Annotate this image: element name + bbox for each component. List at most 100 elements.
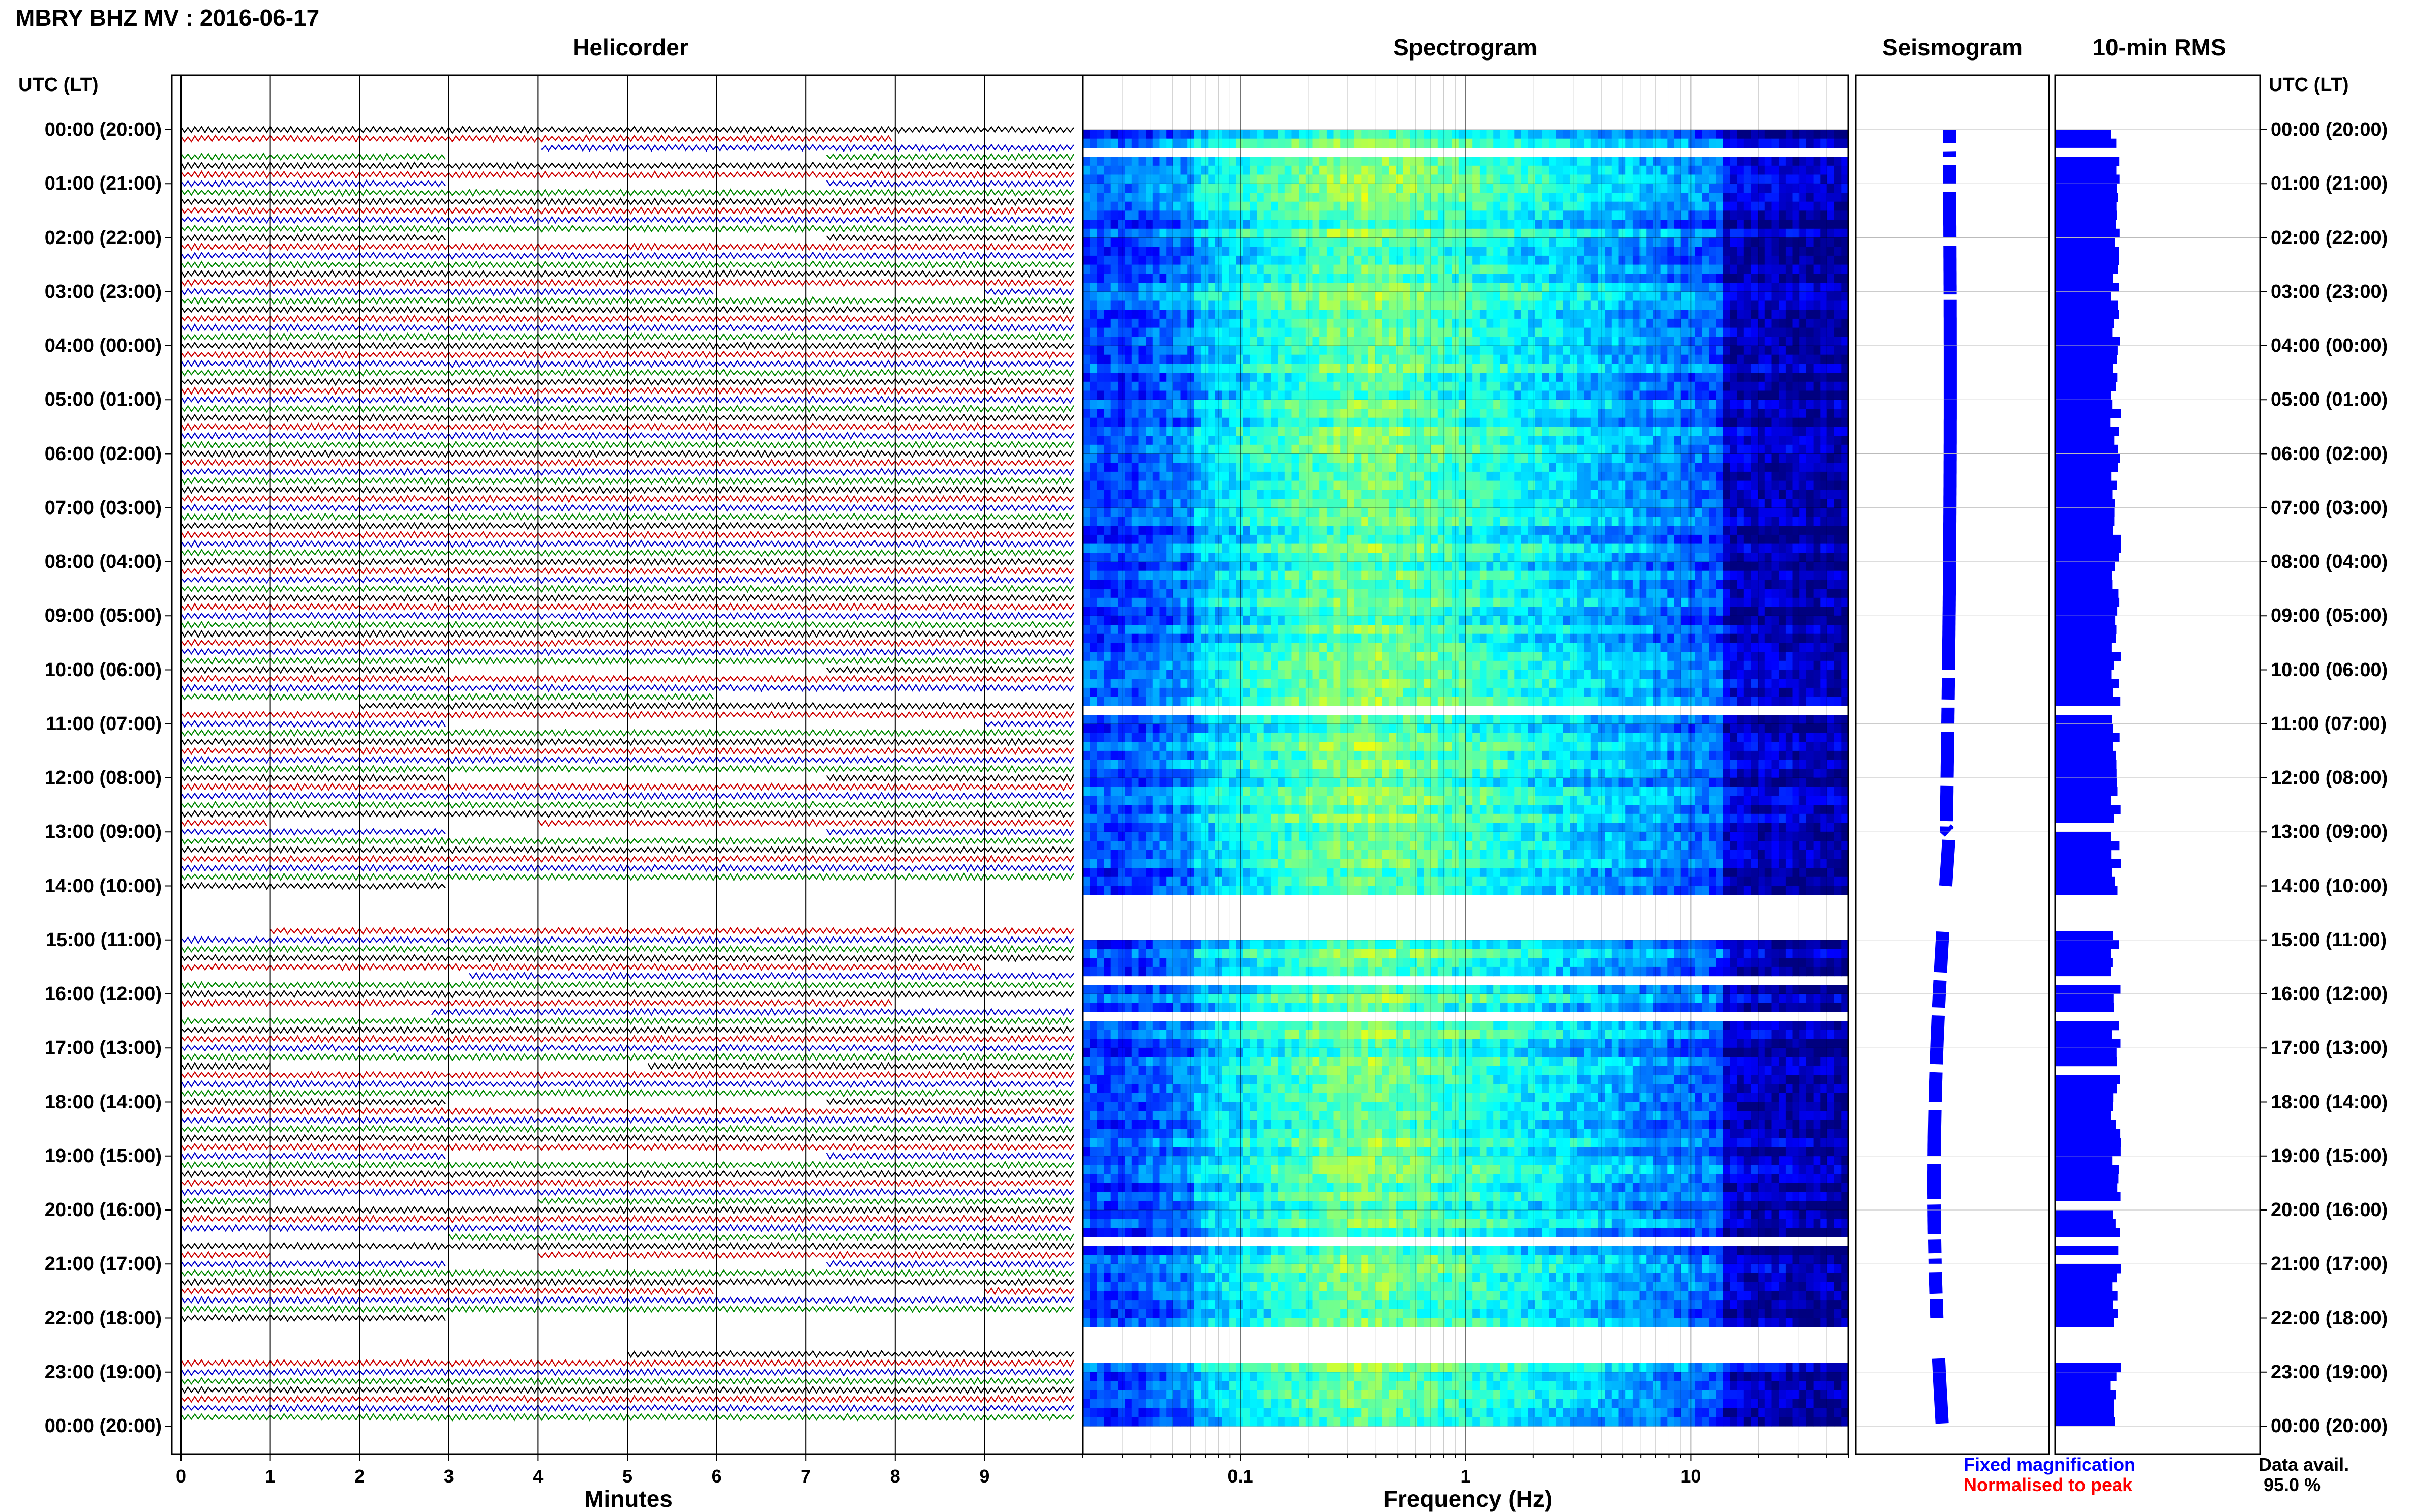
spectrogram-cell — [1577, 310, 1584, 319]
spectrogram-cell — [1354, 490, 1362, 499]
spectrogram-cell — [1313, 400, 1320, 409]
spectrogram-cell — [1716, 409, 1723, 418]
spectrogram-cell — [1528, 310, 1535, 319]
spectrogram-cell — [1772, 535, 1779, 544]
spectrogram-cell — [1841, 157, 1848, 166]
spectrogram-cell — [1097, 544, 1104, 553]
spectrogram-cell — [1417, 391, 1424, 400]
spectrogram-cell — [1201, 445, 1209, 454]
spectrogram-cell — [1646, 265, 1653, 274]
spectrogram-cell — [1472, 373, 1480, 382]
spectrogram-cell — [1410, 373, 1417, 382]
spectrogram-cell — [1466, 454, 1473, 463]
spectrogram-cell — [1591, 130, 1598, 139]
spectrogram-cell — [1347, 445, 1354, 454]
spectrogram-cell — [1723, 139, 1730, 148]
spectrogram-cell — [1271, 472, 1278, 481]
spectrogram-cell — [1208, 238, 1215, 247]
spectrogram-cell — [1347, 544, 1354, 553]
spectrogram-cell — [1806, 355, 1814, 364]
spectrogram-cell — [1744, 427, 1751, 436]
spectrogram-cell — [1751, 508, 1758, 517]
spectrogram-cell — [1549, 274, 1556, 283]
spectrogram-cell — [1334, 265, 1341, 274]
spectrogram-cell — [1292, 175, 1299, 184]
spectrogram-cell — [1793, 301, 1800, 310]
spectrogram-cell — [1646, 526, 1653, 535]
spectrogram-cell — [1799, 130, 1806, 139]
spectrogram-cell — [1709, 175, 1716, 184]
spectrogram-cell — [1361, 229, 1368, 238]
spectrogram-cell — [1653, 481, 1661, 490]
spectrogram-cell — [1417, 400, 1424, 409]
spectrogram-cell — [1633, 319, 1640, 328]
spectrogram-cell — [1500, 202, 1508, 211]
spectrogram-cell — [1563, 247, 1570, 256]
spectrogram-cell — [1111, 193, 1118, 202]
spectrogram-cell — [1243, 328, 1250, 337]
spectrogram-cell — [1243, 454, 1250, 463]
spectrogram-cell — [1549, 355, 1556, 364]
spectrogram-cell — [1306, 310, 1313, 319]
spectrogram-cell — [1633, 481, 1640, 490]
spectrogram-cell — [1243, 445, 1250, 454]
spectrogram-cell — [1466, 472, 1473, 481]
spectrogram-cell — [1368, 373, 1375, 382]
spectrogram-cell — [1716, 157, 1723, 166]
spectrogram-cell — [1208, 373, 1215, 382]
spectrogram-cell — [1173, 274, 1181, 283]
spectrogram-cell — [1319, 210, 1327, 220]
spectrogram-cell — [1667, 220, 1674, 229]
spectrogram-cell — [1556, 292, 1563, 301]
spectrogram-cell — [1646, 202, 1653, 211]
spectrogram-cell — [1806, 265, 1814, 274]
spectrogram-cell — [1208, 427, 1215, 436]
spectrogram-cell — [1319, 175, 1327, 184]
spectrogram-cell — [1104, 238, 1111, 247]
spectrogram-cell — [1361, 499, 1368, 508]
spectrogram-cell — [1661, 193, 1668, 202]
spectrogram-cell — [1542, 391, 1549, 400]
spectrogram-cell — [1723, 166, 1730, 175]
spectrogram-cell — [1667, 202, 1674, 211]
spectrogram-cell — [1625, 157, 1633, 166]
spectrogram-cell — [1472, 337, 1480, 346]
spectrogram-cell — [1327, 364, 1334, 373]
spectrogram-cell — [1132, 220, 1139, 229]
spectrogram-cell — [1319, 418, 1327, 427]
spectrogram-cell — [1368, 436, 1375, 445]
spectrogram-cell — [1834, 229, 1842, 238]
spectrogram-cell — [1681, 400, 1689, 409]
spectrogram-cell — [1118, 391, 1125, 400]
spectrogram-cell — [1633, 535, 1640, 544]
spectrogram-cell — [1340, 193, 1347, 202]
spectrogram-cell — [1340, 274, 1347, 283]
spectrogram-cell — [1508, 274, 1515, 283]
spectrogram-cell — [1521, 427, 1528, 436]
spectrogram-cell — [1695, 319, 1702, 328]
spectrogram-cell — [1661, 418, 1668, 427]
spectrogram-cell — [1653, 301, 1661, 310]
spectrogram-cell — [1570, 130, 1577, 139]
spectrogram-cell — [1243, 382, 1250, 391]
spectrogram-cell — [1097, 210, 1104, 220]
spectrogram-cell — [1194, 184, 1201, 193]
spectrogram-cell — [1619, 427, 1626, 436]
spectrogram-cell — [1514, 247, 1521, 256]
spectrogram-cell — [1500, 274, 1508, 283]
spectrogram-cell — [1793, 247, 1800, 256]
spectrogram-cell — [1535, 301, 1542, 310]
spectrogram-cell — [1368, 220, 1375, 229]
spectrogram-cell — [1744, 319, 1751, 328]
spectrogram-cell — [1799, 220, 1806, 229]
spectrogram-cell — [1695, 346, 1702, 355]
spectrogram-cell — [1480, 364, 1487, 373]
spectrogram-cell — [1410, 202, 1417, 211]
spectrogram-cell — [1786, 445, 1793, 454]
spectrogram-cell — [1118, 418, 1125, 427]
spectrogram-cell — [1445, 283, 1452, 292]
spectrogram-cell — [1090, 265, 1097, 274]
spectrogram-cell — [1466, 364, 1473, 373]
spectrogram-cell — [1646, 220, 1653, 229]
spectrogram-cell — [1814, 210, 1821, 220]
